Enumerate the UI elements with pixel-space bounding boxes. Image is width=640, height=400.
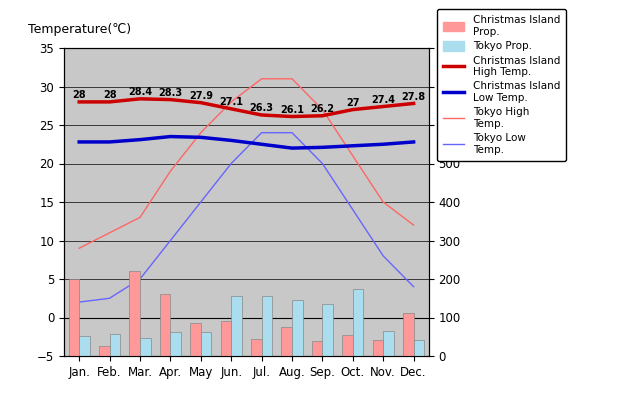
Bar xyxy=(262,296,272,356)
Bar xyxy=(170,332,181,356)
Legend: Christmas Island
Prop., Tokyo Prop., Christmas Island
High Temp., Christmas Isla: Christmas Island Prop., Tokyo Prop., Chr… xyxy=(437,9,566,161)
Bar xyxy=(109,334,120,356)
Bar xyxy=(68,279,79,356)
Bar xyxy=(160,294,170,356)
Text: 28: 28 xyxy=(103,90,116,100)
Text: Precipitation（mm）: Precipitation（mm） xyxy=(436,23,554,36)
Bar xyxy=(79,336,90,356)
Text: 28.3: 28.3 xyxy=(158,88,182,98)
Bar xyxy=(353,289,364,356)
Bar xyxy=(312,341,323,356)
Bar xyxy=(231,296,242,356)
Text: 27.9: 27.9 xyxy=(189,91,212,101)
Bar xyxy=(282,327,292,356)
Bar xyxy=(251,339,262,356)
Text: 26.3: 26.3 xyxy=(250,103,274,113)
Bar xyxy=(140,338,150,356)
Text: 27.4: 27.4 xyxy=(371,94,395,104)
Bar xyxy=(129,271,140,356)
Bar xyxy=(372,340,383,356)
Bar xyxy=(413,340,424,356)
Text: 27.1: 27.1 xyxy=(219,97,243,107)
Bar xyxy=(292,300,303,356)
Text: 28: 28 xyxy=(72,90,86,100)
Bar xyxy=(201,332,211,356)
Bar xyxy=(99,346,109,356)
Bar xyxy=(323,304,333,356)
Bar xyxy=(221,321,231,356)
Text: 27: 27 xyxy=(346,98,360,108)
Text: 26.1: 26.1 xyxy=(280,105,304,115)
Text: Temperature(℃): Temperature(℃) xyxy=(28,23,131,36)
Bar xyxy=(342,335,353,356)
Text: 27.8: 27.8 xyxy=(401,92,426,102)
Bar xyxy=(190,323,201,356)
Text: 28.4: 28.4 xyxy=(128,87,152,97)
Bar xyxy=(383,331,394,356)
Text: 26.2: 26.2 xyxy=(310,104,334,114)
Bar xyxy=(403,313,413,356)
